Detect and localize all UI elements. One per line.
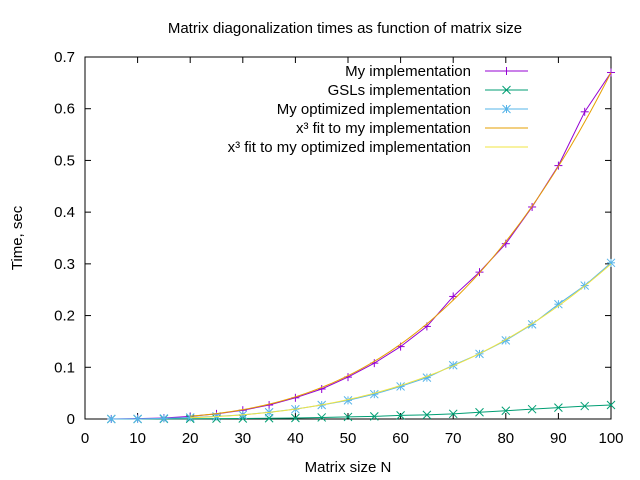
data-point bbox=[580, 107, 589, 116]
data-point bbox=[606, 258, 616, 268]
x-tick-label: 70 bbox=[445, 430, 462, 447]
data-point bbox=[606, 400, 616, 410]
data-point bbox=[448, 360, 458, 370]
legend-item: x³ fit to my implementation bbox=[296, 120, 528, 137]
series-line bbox=[111, 404, 612, 420]
y-axis-label: Time, sec bbox=[9, 205, 26, 270]
legend-label: My optimized implementation bbox=[277, 101, 471, 118]
legend-item: x³ fit to my optimized implementation bbox=[228, 139, 528, 156]
legend-label: x³ fit to my implementation bbox=[296, 120, 471, 137]
data-point bbox=[580, 401, 590, 411]
series-line bbox=[190, 72, 612, 417]
x-tick-label: 50 bbox=[340, 430, 357, 447]
data-point bbox=[133, 414, 142, 424]
x-tick-label: 80 bbox=[497, 430, 514, 447]
data-point bbox=[317, 413, 327, 422]
x-axis-label: Matrix size N bbox=[305, 459, 392, 476]
data-point bbox=[422, 410, 432, 420]
legend-label: GSLs implementation bbox=[328, 82, 471, 99]
series-line bbox=[111, 262, 612, 420]
x-tick-label: 20 bbox=[182, 430, 199, 447]
x-tick-label: 90 bbox=[550, 430, 567, 447]
legend-label: My implementation bbox=[345, 63, 471, 80]
data-point bbox=[291, 413, 300, 423]
data-point bbox=[159, 414, 169, 423]
legend-item: My optimized implementation bbox=[277, 101, 528, 118]
y-tick-label: 0.2 bbox=[54, 308, 75, 325]
data-point bbox=[554, 403, 563, 412]
data-point bbox=[106, 414, 116, 424]
data-point bbox=[475, 407, 484, 417]
series-gsls-implementation bbox=[106, 400, 616, 424]
y-tick-label: 0.7 bbox=[54, 49, 75, 66]
series-line bbox=[190, 263, 612, 419]
series-x-fit-to-my-implementation bbox=[190, 72, 612, 417]
legend: My implementation GSLs implementation My o… bbox=[228, 63, 528, 156]
series-x-fit-to-my-optimized-implementation bbox=[190, 263, 612, 419]
y-axis: 0 0.1 0.2 0.3 0.4 0.5 0.6 0.7 bbox=[54, 49, 611, 428]
series-my-optimized-implementation bbox=[106, 258, 616, 424]
x-tick-label: 100 bbox=[598, 430, 623, 447]
series-layer bbox=[106, 68, 616, 424]
legend-item: GSLs implementation bbox=[328, 82, 528, 99]
data-point bbox=[396, 411, 405, 420]
x-tick-label: 30 bbox=[234, 430, 251, 447]
data-point bbox=[449, 292, 458, 301]
y-tick-label: 0.6 bbox=[54, 101, 75, 118]
y-tick-label: 0.3 bbox=[54, 256, 75, 273]
data-point bbox=[343, 412, 353, 422]
legend-label: x³ fit to my optimized implementation bbox=[228, 139, 471, 156]
y-tick-label: 0.4 bbox=[54, 204, 75, 221]
x-axis: 0 10 20 30 40 50 60 70 80 90 100 bbox=[81, 57, 624, 447]
x-tick-label: 0 bbox=[81, 430, 89, 447]
data-point bbox=[369, 412, 379, 421]
data-point bbox=[527, 404, 537, 414]
y-tick-label: 0.5 bbox=[54, 152, 75, 169]
y-tick-label: 0 bbox=[67, 411, 75, 428]
x-tick-label: 60 bbox=[392, 430, 409, 447]
y-tick-label: 0.1 bbox=[54, 359, 75, 376]
data-point bbox=[501, 406, 511, 416]
chart-title: Matrix diagonalization times as function… bbox=[168, 20, 522, 37]
x-tick-label: 10 bbox=[129, 430, 146, 447]
legend-item: My implementation bbox=[345, 63, 528, 80]
data-point bbox=[448, 409, 458, 419]
x-tick-label: 40 bbox=[287, 430, 304, 447]
